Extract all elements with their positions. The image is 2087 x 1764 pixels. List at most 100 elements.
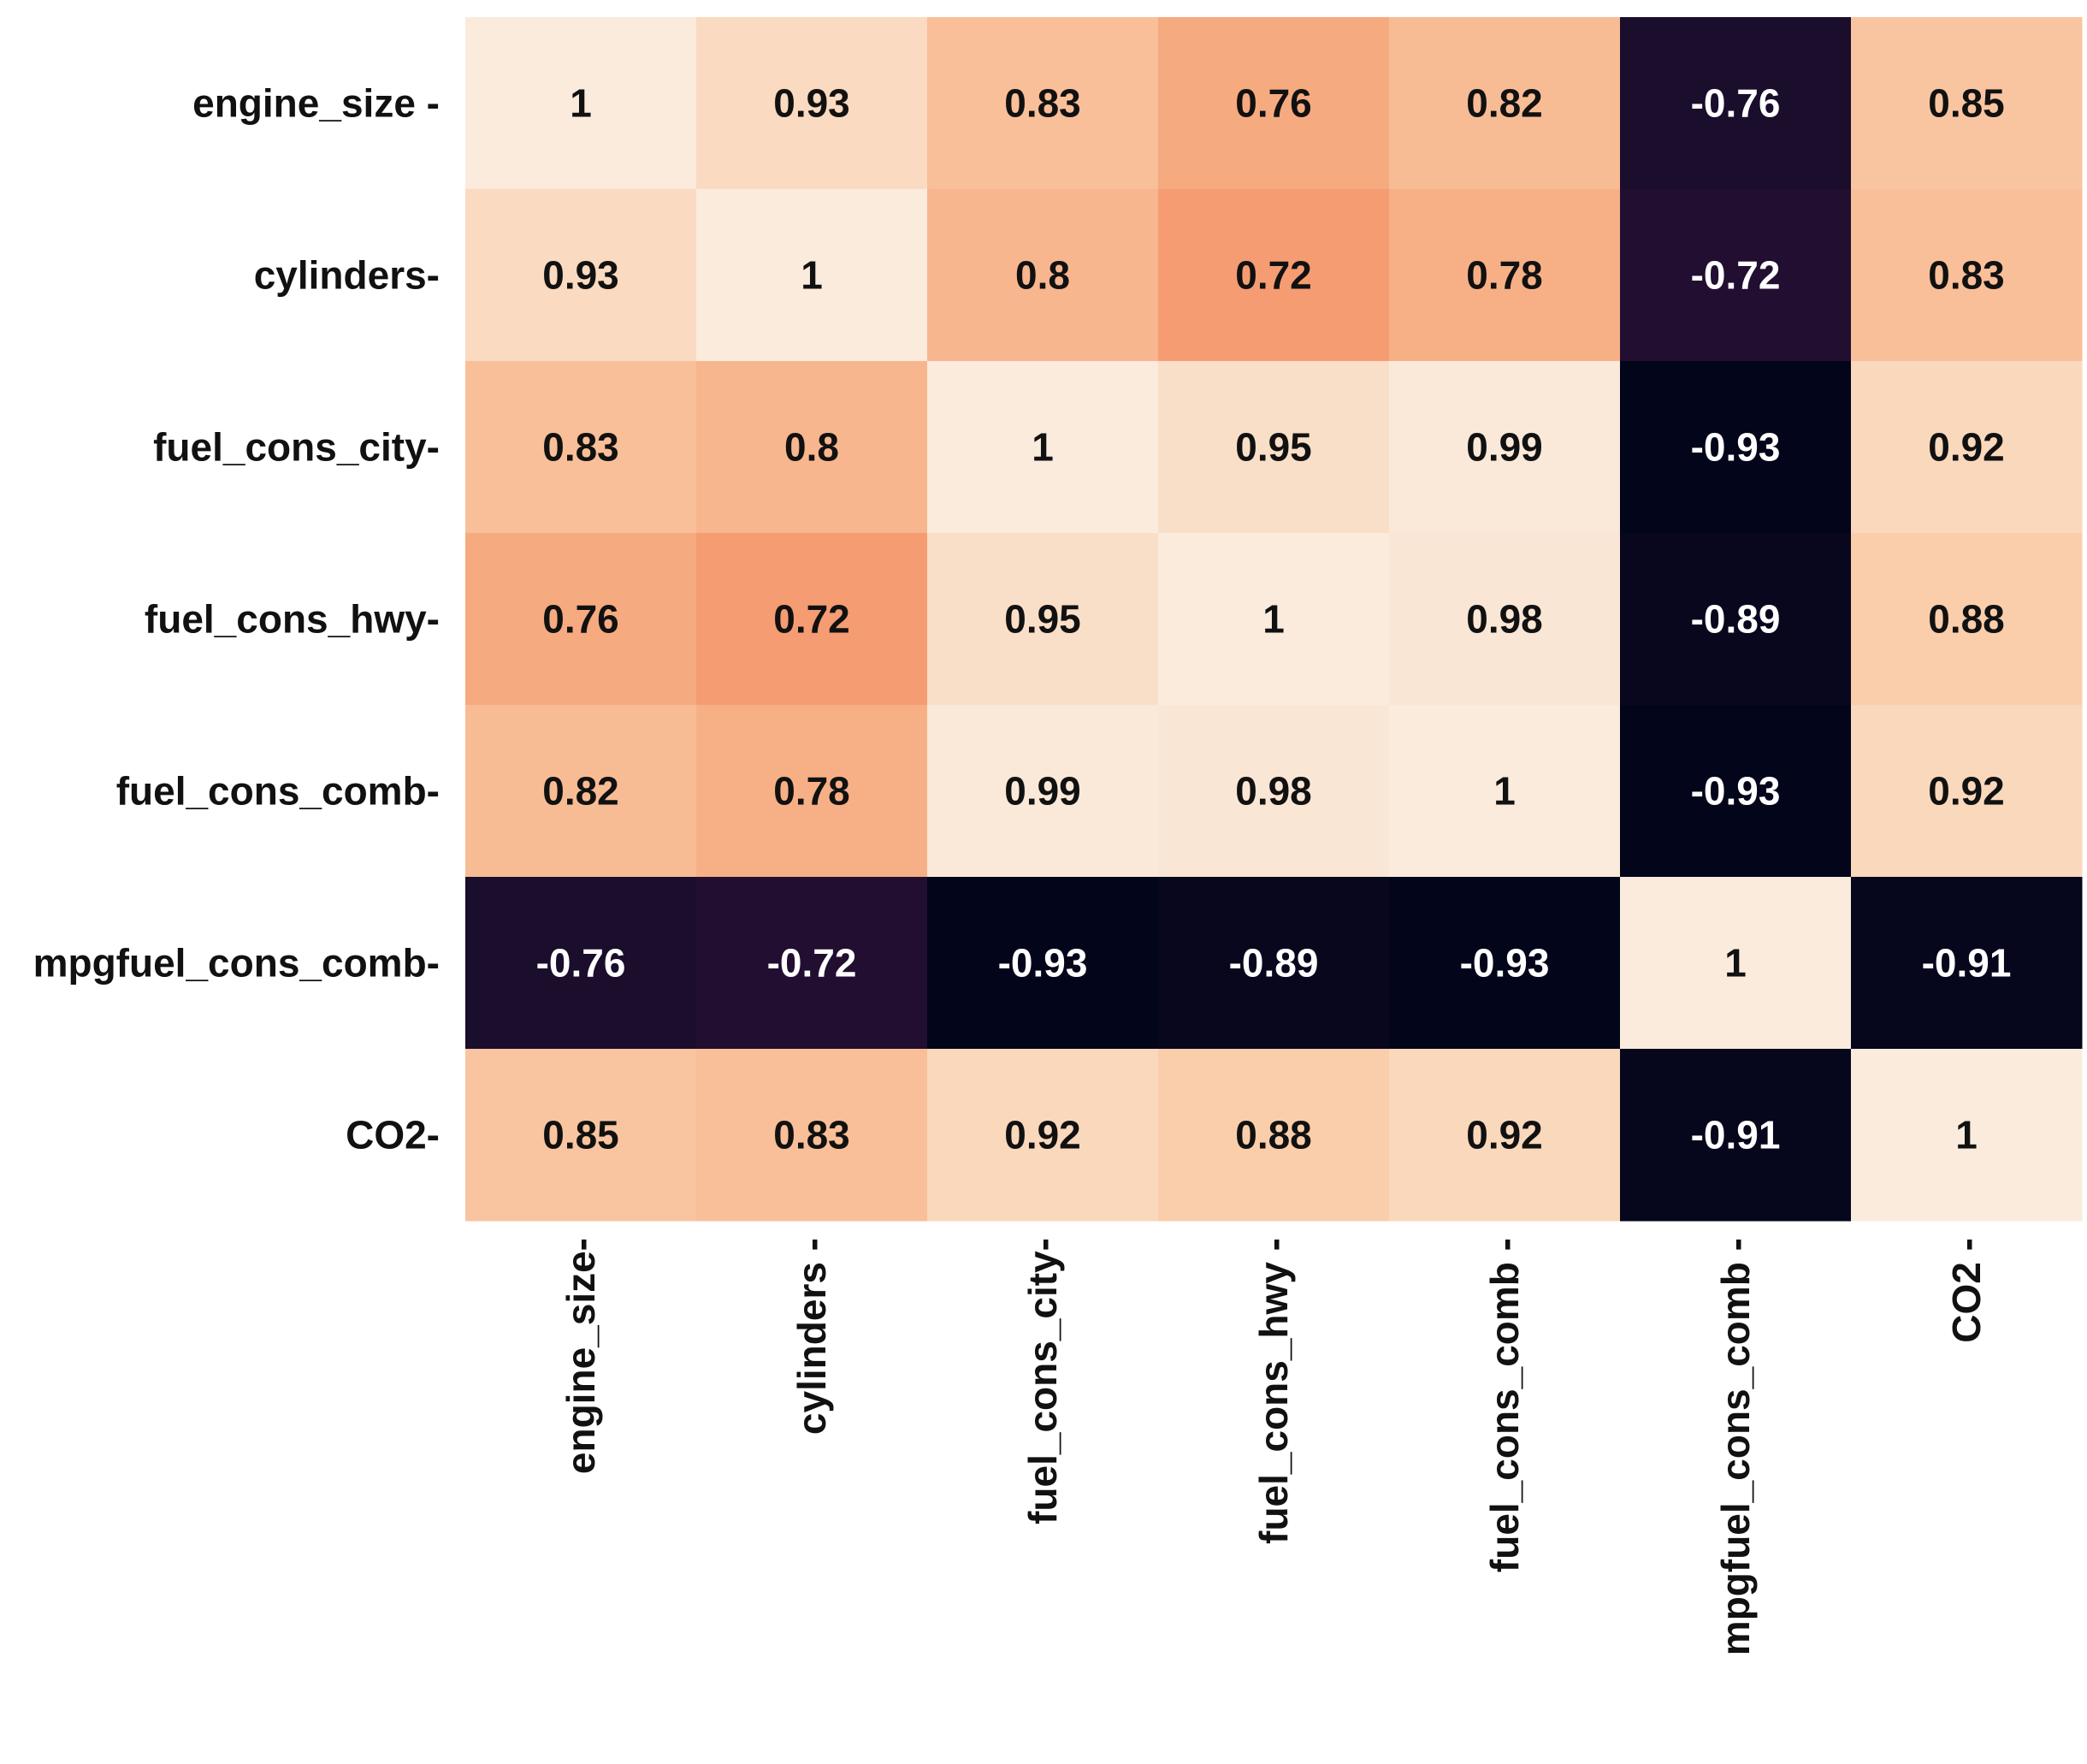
x-tick-label-6: CO2 - [1944, 1238, 1989, 1343]
heatmap-value-label-r1-c3: 0.72 [1235, 253, 1312, 298]
x-tick-label-5: mpgfuel_cons_comb - [1713, 1238, 1758, 1655]
heatmap-cell-r6-c6 [1851, 1049, 2083, 1222]
heatmap-cell-r1-c2 [927, 189, 1159, 362]
heatmap-value-label-r2-c5: -0.93 [1691, 425, 1781, 470]
heatmap-cell-r5-c4 [1389, 877, 1621, 1050]
heatmap-value-label-r4-c4: 1 [1493, 769, 1516, 814]
x-tick-label-3: fuel_cons_hwy - [1251, 1238, 1296, 1544]
heatmap-cell-r5-c0 [465, 877, 697, 1050]
heatmap-value-label-r4-c2: 0.99 [1004, 769, 1081, 814]
heatmap-value-label-r6-c1: 0.83 [773, 1113, 850, 1157]
heatmap-cell-r6-c4 [1389, 1049, 1621, 1222]
x-tick-label-0: engine_size- [559, 1238, 603, 1474]
heatmap-value-label-r5-c6: -0.91 [1922, 941, 2012, 986]
heatmap-cell-r2-c6 [1851, 361, 2083, 534]
heatmap-cell-r3-c6 [1851, 533, 2083, 706]
heatmap-value-label-r5-c4: -0.93 [1460, 941, 1550, 986]
heatmap-cell-r3-c4 [1389, 533, 1621, 706]
heatmap-cell-r3-c0 [465, 533, 697, 706]
heatmap-cell-r1-c4 [1389, 189, 1621, 362]
heatmap-cell-r6-c3 [1158, 1049, 1390, 1222]
heatmap-value-label-r1-c2: 0.8 [1015, 253, 1070, 298]
heatmap-cell-r1-c3 [1158, 189, 1390, 362]
x-tick-label-1: cylinders - [789, 1238, 834, 1435]
heatmap-cell-r0-c3 [1158, 17, 1390, 190]
heatmap-value-label-r0-c0: 1 [570, 81, 592, 126]
heatmap-value-label-r2-c0: 0.83 [542, 425, 619, 470]
heatmap-cell-r3-c1 [696, 533, 928, 706]
heatmap-cell-r2-c5 [1620, 361, 1852, 534]
heatmap-value-label-r2-c4: 0.99 [1466, 425, 1543, 470]
heatmap-cell-r6-c2 [927, 1049, 1159, 1222]
heatmap-cell-r4-c6 [1851, 705, 2083, 878]
heatmap-value-label-r1-c0: 0.93 [542, 253, 619, 298]
y-tick-label-4: fuel_cons_comb- [116, 769, 440, 814]
y-tick-label-2: fuel_cons_city- [153, 425, 440, 470]
heatmap-value-label-r6-c4: 0.92 [1466, 1113, 1543, 1157]
heatmap-cell-r0-c1 [696, 17, 928, 190]
heatmap-value-label-r5-c1: -0.72 [767, 941, 857, 986]
heatmap-value-label-r1-c4: 0.78 [1466, 253, 1543, 298]
heatmap-value-label-r4-c5: -0.93 [1691, 769, 1781, 814]
heatmap-value-label-r0-c5: -0.76 [1691, 81, 1781, 126]
heatmap-value-label-r6-c0: 0.85 [542, 1113, 619, 1157]
x-axis-tick-labels: engine_size-cylinders - fuel_cons_city-fu… [559, 1238, 1989, 1655]
heatmap-cell-r3-c5 [1620, 533, 1852, 706]
heatmap-cell-r1-c1 [696, 189, 928, 362]
heatmap-value-label-r3-c2: 0.95 [1004, 597, 1081, 642]
heatmap-value-labels: 1 0.93 0.83 0.76 0.82 -0.76 0.85 0.93 1 0.8 0.72 0.… [536, 81, 2012, 1157]
heatmap-value-label-r2-c2: 1 [1032, 425, 1054, 470]
heatmap-value-label-r4-c1: 0.78 [773, 769, 850, 814]
heatmap-value-label-r2-c1: 0.8 [784, 425, 839, 470]
heatmap-cell-r0-c4 [1389, 17, 1621, 190]
heatmap-value-label-r4-c6: 0.92 [1928, 769, 2005, 814]
heatmap-value-label-r0-c1: 0.93 [773, 81, 850, 126]
heatmap-cell-r0-c5 [1620, 17, 1852, 190]
heatmap-cell-r5-c5 [1620, 877, 1852, 1050]
heatmap-cell-r2-c2 [927, 361, 1159, 534]
heatmap-value-label-r1-c1: 1 [801, 253, 823, 298]
heatmap-cell-r1-c6 [1851, 189, 2083, 362]
heatmap-cell-r2-c0 [465, 361, 697, 534]
heatmap-value-label-r5-c2: -0.93 [998, 941, 1088, 986]
heatmap-cells [465, 17, 2083, 1222]
heatmap-cell-r4-c5 [1620, 705, 1852, 878]
y-axis-tick-labels: engine_size - cylinders-fuel_cons_city-fu… [33, 81, 440, 1157]
heatmap-cell-r4-c2 [927, 705, 1159, 878]
heatmap-value-label-r6-c6: 1 [1955, 1113, 1978, 1157]
heatmap-value-label-r2-c3: 0.95 [1235, 425, 1312, 470]
y-tick-label-5: mpgfuel_cons_comb- [33, 941, 440, 986]
heatmap-cell-r1-c5 [1620, 189, 1852, 362]
heatmap-cell-r2-c1 [696, 361, 928, 534]
heatmap-cell-r6-c1 [696, 1049, 928, 1222]
x-tick-label-4: fuel_cons_comb - [1482, 1238, 1527, 1572]
heatmap-value-label-r1-c6: 0.83 [1928, 253, 2005, 298]
heatmap-value-label-r3-c1: 0.72 [773, 597, 850, 642]
y-tick-label-3: fuel_cons_hwy- [145, 597, 440, 642]
heatmap-value-label-r6-c5: -0.91 [1691, 1113, 1781, 1157]
heatmap-value-label-r0-c6: 0.85 [1928, 81, 2005, 126]
heatmap-value-label-r6-c2: 0.92 [1004, 1113, 1081, 1157]
y-tick-label-0: engine_size - [192, 81, 440, 126]
x-tick-label-2: fuel_cons_city- [1020, 1238, 1065, 1524]
heatmap-value-label-r0-c4: 0.82 [1466, 81, 1543, 126]
heatmap-cell-r4-c1 [696, 705, 928, 878]
heatmap-cell-r1-c0 [465, 189, 697, 362]
heatmap-cell-r5-c1 [696, 877, 928, 1050]
heatmap-value-label-r0-c3: 0.76 [1235, 81, 1312, 126]
heatmap-cell-r3-c3 [1158, 533, 1390, 706]
heatmap-value-label-r3-c0: 0.76 [542, 597, 619, 642]
heatmap-value-label-r3-c5: -0.89 [1691, 597, 1781, 642]
heatmap-cell-r5-c2 [927, 877, 1159, 1050]
heatmap-value-label-r5-c5: 1 [1724, 941, 1747, 986]
heatmap-cell-r6-c5 [1620, 1049, 1852, 1222]
y-tick-label-6: CO2- [346, 1113, 440, 1157]
heatmap-value-label-r6-c3: 0.88 [1235, 1113, 1312, 1157]
heatmap-cell-r6-c0 [465, 1049, 697, 1222]
heatmap-cell-r4-c3 [1158, 705, 1390, 878]
heatmap-cell-r2-c4 [1389, 361, 1621, 534]
heatmap-cell-r4-c0 [465, 705, 697, 878]
heatmap-value-label-r3-c6: 0.88 [1928, 597, 2005, 642]
heatmap-value-label-r4-c3: 0.98 [1235, 769, 1312, 814]
